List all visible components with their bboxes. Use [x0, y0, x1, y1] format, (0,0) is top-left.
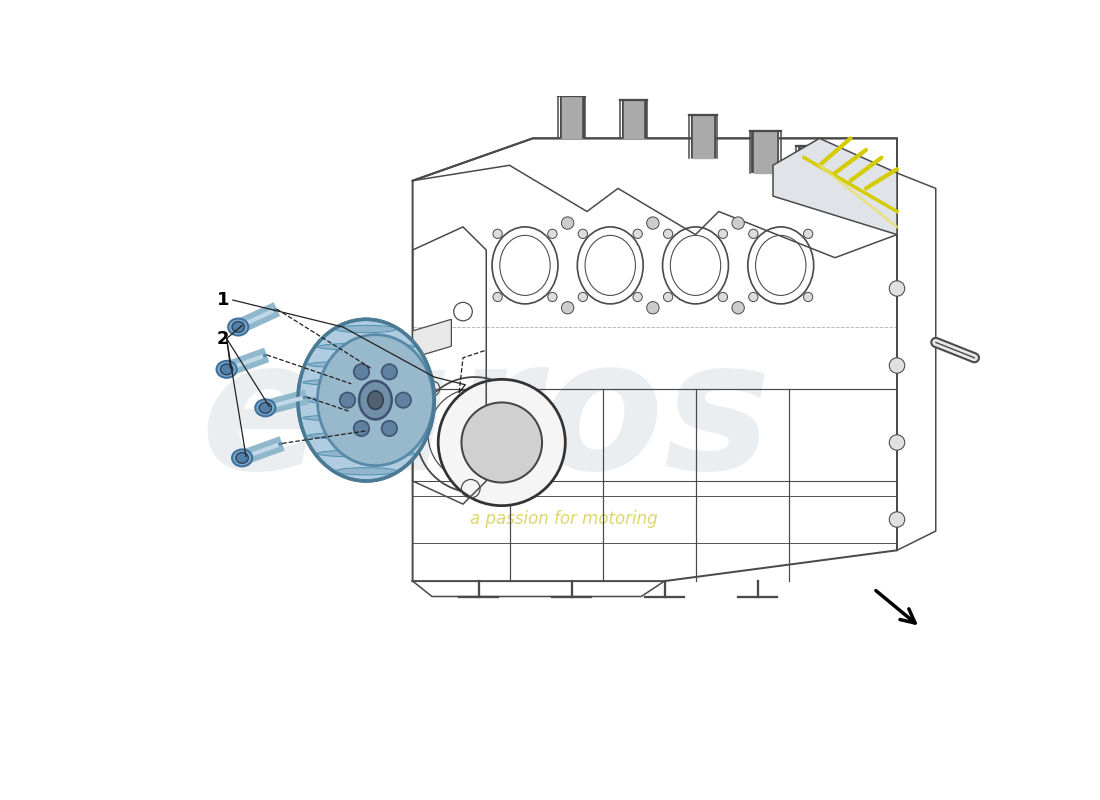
Circle shape	[340, 393, 355, 408]
Text: euros: euros	[200, 331, 772, 507]
Ellipse shape	[255, 399, 275, 416]
Circle shape	[354, 364, 370, 379]
Circle shape	[732, 302, 745, 314]
Text: a passion for motoring: a passion for motoring	[470, 510, 658, 529]
Circle shape	[493, 230, 503, 238]
Ellipse shape	[336, 468, 397, 475]
Circle shape	[548, 230, 557, 238]
Ellipse shape	[367, 391, 383, 410]
Polygon shape	[848, 166, 868, 204]
Ellipse shape	[232, 450, 252, 466]
Ellipse shape	[308, 432, 425, 439]
Circle shape	[749, 230, 758, 238]
Ellipse shape	[302, 414, 429, 422]
Circle shape	[438, 379, 565, 506]
Circle shape	[382, 364, 397, 379]
Ellipse shape	[235, 453, 249, 463]
Circle shape	[579, 292, 587, 302]
Ellipse shape	[359, 381, 392, 419]
Ellipse shape	[298, 319, 434, 481]
Circle shape	[632, 230, 642, 238]
Circle shape	[561, 302, 574, 314]
Circle shape	[889, 358, 904, 373]
Ellipse shape	[301, 397, 431, 404]
Polygon shape	[562, 96, 581, 138]
Polygon shape	[755, 130, 777, 173]
Circle shape	[579, 230, 587, 238]
Ellipse shape	[336, 326, 397, 333]
Polygon shape	[773, 138, 896, 234]
Circle shape	[718, 230, 727, 238]
Circle shape	[889, 512, 904, 527]
Circle shape	[382, 421, 397, 436]
Ellipse shape	[260, 402, 272, 414]
Ellipse shape	[217, 361, 236, 378]
Ellipse shape	[232, 322, 244, 332]
Text: 1: 1	[217, 291, 229, 309]
Circle shape	[803, 230, 813, 238]
Ellipse shape	[318, 343, 415, 350]
Text: 2: 2	[217, 330, 229, 347]
Polygon shape	[801, 146, 823, 188]
Circle shape	[632, 292, 642, 302]
Circle shape	[493, 292, 503, 302]
Circle shape	[396, 393, 411, 408]
Circle shape	[663, 230, 673, 238]
Polygon shape	[693, 115, 713, 158]
Circle shape	[889, 435, 904, 450]
Circle shape	[647, 302, 659, 314]
Circle shape	[354, 421, 370, 436]
Circle shape	[647, 217, 659, 230]
Circle shape	[561, 217, 574, 230]
Circle shape	[749, 292, 758, 302]
Ellipse shape	[228, 318, 249, 335]
Polygon shape	[412, 319, 451, 358]
Circle shape	[732, 217, 745, 230]
Circle shape	[718, 292, 727, 302]
Ellipse shape	[318, 334, 433, 466]
Ellipse shape	[302, 378, 429, 386]
Circle shape	[462, 402, 542, 482]
Circle shape	[548, 292, 557, 302]
Circle shape	[803, 292, 813, 302]
Polygon shape	[624, 100, 644, 138]
Circle shape	[663, 292, 673, 302]
Ellipse shape	[318, 450, 415, 457]
Ellipse shape	[308, 361, 425, 368]
Circle shape	[889, 281, 904, 296]
Ellipse shape	[220, 364, 233, 374]
